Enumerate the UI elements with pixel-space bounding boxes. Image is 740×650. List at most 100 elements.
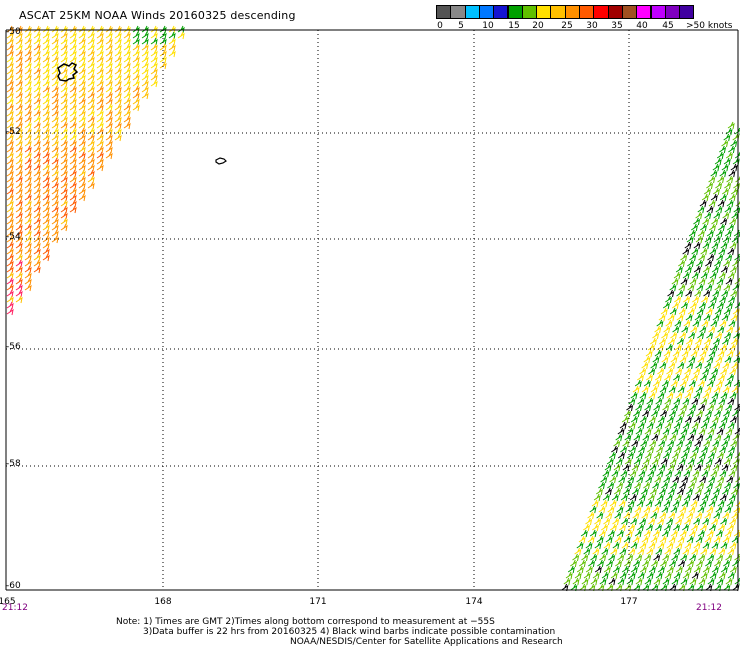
wind-barb: [694, 463, 702, 472]
campbell-island-outline: [215, 157, 227, 165]
wind-barb: [691, 547, 699, 556]
wind-barb: [704, 211, 712, 220]
wind-barb: [701, 295, 709, 304]
wind-barb: [33, 223, 41, 232]
wind-barb: [683, 493, 691, 502]
wind-barb: [69, 97, 77, 106]
wind-barb: [6, 301, 14, 310]
wind-barb: [159, 61, 167, 70]
wind-barb: [15, 67, 23, 76]
wind-barb: [658, 313, 666, 322]
wind-barb: [727, 373, 735, 382]
wind-barb: [719, 145, 727, 154]
wind-barb: [33, 157, 41, 166]
wind-barb: [42, 85, 50, 94]
wind-barb: [24, 49, 32, 58]
wind-barb: [635, 451, 643, 460]
wind-barb: [692, 319, 700, 328]
wind-barb: [78, 43, 86, 52]
wind-barb: [700, 523, 708, 532]
wind-barb: [719, 169, 727, 178]
wind-barb: [716, 427, 724, 436]
wind-barb: [588, 559, 596, 568]
wind-barb: [699, 475, 707, 484]
wind-barb: [6, 43, 14, 52]
wind-barb: [707, 277, 715, 286]
wind-barb: [599, 577, 607, 586]
wind-barb: [87, 109, 95, 118]
wind-barb: [619, 421, 627, 430]
wind-barb: [78, 67, 86, 76]
wind-barb: [623, 511, 631, 520]
wind-barb: [598, 529, 606, 538]
wind-barb: [692, 445, 700, 454]
wind-barb: [719, 193, 727, 202]
wind-barb: [632, 511, 640, 520]
wind-barb: [567, 565, 575, 574]
wind-barb: [114, 31, 122, 40]
wind-barb: [728, 169, 736, 178]
wind-barb: [69, 79, 77, 88]
wind-barb: [6, 181, 14, 190]
scale-label: 5: [458, 21, 464, 31]
wind-barb: [679, 505, 687, 514]
wind-barb: [696, 307, 704, 316]
wind-barb: [671, 553, 679, 562]
wind-barb: [638, 493, 646, 502]
wind-barb: [594, 517, 602, 526]
wind-barb: [123, 121, 131, 130]
wind-barb: [87, 55, 95, 64]
wind-barb: [51, 97, 59, 106]
wind-barb: [622, 463, 630, 472]
wind-barb: [686, 235, 694, 244]
wind-barb: [664, 523, 672, 532]
wind-barb: [643, 379, 651, 388]
wind-barb: [69, 43, 77, 52]
wind-barb: [150, 31, 158, 40]
wind-barb: [678, 583, 686, 592]
wind-barb: [96, 127, 104, 136]
wind-barb: [714, 307, 722, 316]
wind-barb: [706, 331, 714, 340]
wind-barb: [674, 493, 682, 502]
wind-barb: [69, 55, 77, 64]
wind-barb: [662, 427, 670, 436]
wind-barb: [730, 337, 738, 346]
wind-barb: [606, 583, 614, 592]
wind-barb: [618, 499, 626, 508]
wind-barb: [114, 25, 122, 34]
wind-barb: [60, 187, 68, 196]
wind-barb: [33, 43, 41, 52]
wind-barb: [665, 319, 673, 328]
wind-barb: [710, 295, 718, 304]
wind-barb: [710, 493, 718, 502]
wind-barb: [60, 169, 68, 178]
wind-barb: [15, 37, 23, 46]
wind-barb: [24, 163, 32, 172]
wind-barb: [60, 205, 68, 214]
lon-label: 165: [0, 597, 16, 607]
wind-barb: [716, 577, 724, 586]
wind-barb: [721, 487, 729, 496]
wind-barb: [69, 85, 77, 94]
wind-barb: [726, 325, 734, 334]
wind-barb: [123, 55, 131, 64]
wind-barb: [159, 49, 167, 58]
wind-barb: [159, 43, 167, 52]
scale-label: 45: [662, 21, 674, 31]
wind-barb: [672, 349, 680, 358]
wind-barb: [15, 121, 23, 130]
wind-barb: [671, 403, 679, 412]
wind-barb: [648, 565, 656, 574]
wind-barb: [574, 547, 582, 556]
wind-barb: [733, 229, 740, 238]
wind-barb: [33, 181, 41, 190]
wind-barb: [712, 289, 720, 298]
wind-barb: [33, 169, 41, 178]
wind-barb: [60, 223, 68, 232]
wind-barb: [627, 499, 635, 508]
wind-barb: [24, 97, 32, 106]
wind-barb: [588, 583, 596, 592]
wind-barb: [576, 541, 584, 550]
wind-barb: [695, 511, 703, 520]
